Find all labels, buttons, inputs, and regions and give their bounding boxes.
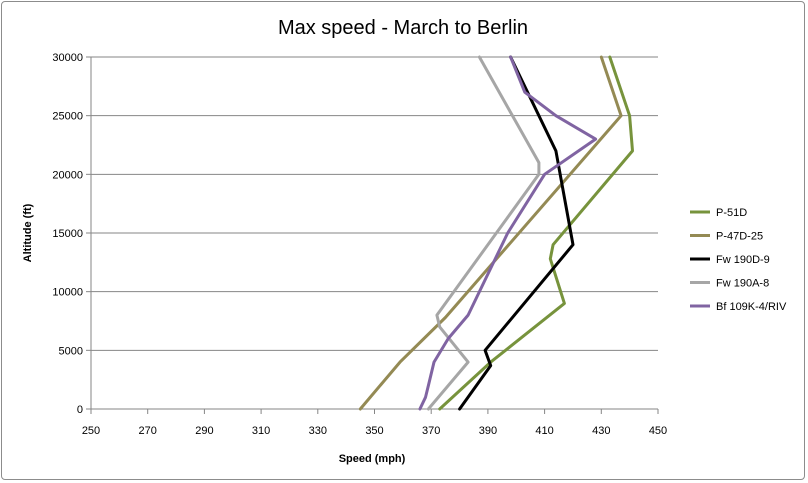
series-line-p-47d-25 bbox=[358, 55, 623, 411]
x-tick-label: 430 bbox=[592, 425, 610, 437]
x-tick-label: 450 bbox=[649, 425, 667, 437]
legend-label-p-47d-25: P-47D-25 bbox=[716, 231, 763, 243]
series-line-bf-109k-4-riv bbox=[418, 55, 598, 411]
legend-label-fw-190a-8: Fw 190A-8 bbox=[716, 278, 769, 290]
legend-label-bf-109k-4-riv: Bf 109K-4/RIV bbox=[716, 301, 787, 313]
series-line-fw-190a-8 bbox=[426, 55, 541, 411]
axes: 0 5000 10000 15000 20000 25000 30000 250 270 290 3… bbox=[52, 52, 667, 437]
y-tick-label: 5000 bbox=[59, 345, 83, 357]
y-tick-label: 0 bbox=[77, 404, 83, 416]
legend-label-p-51d: P-51D bbox=[716, 207, 747, 219]
legend: P-51D P-47D-25 Fw 190D-9 Fw 190A-8 Bf 109K-4… bbox=[690, 207, 787, 313]
series-lines bbox=[358, 55, 634, 411]
y-axis-label: Altitude (ft) bbox=[22, 203, 34, 262]
x-tick-label: 290 bbox=[195, 425, 213, 437]
x-axis-label: Speed (mph) bbox=[339, 453, 406, 465]
y-tick-label: 10000 bbox=[52, 287, 83, 299]
y-tick-label: 20000 bbox=[52, 169, 83, 181]
y-tick-label: 30000 bbox=[52, 52, 83, 64]
x-tick-label: 350 bbox=[365, 425, 383, 437]
series-line-p-51d bbox=[438, 55, 634, 411]
x-tick-label: 330 bbox=[309, 425, 327, 437]
y-tick-label: 25000 bbox=[52, 111, 83, 123]
legend-label-fw-190d-9: Fw 190D-9 bbox=[716, 254, 770, 266]
x-tick-label: 390 bbox=[479, 425, 497, 437]
gridlines bbox=[91, 56, 658, 351]
x-tick-label: 270 bbox=[139, 425, 157, 437]
series-line-fw-190d-9 bbox=[458, 55, 575, 411]
x-tick-label: 310 bbox=[252, 425, 270, 437]
x-tick-label: 250 bbox=[82, 425, 100, 437]
y-tick-label: 15000 bbox=[52, 228, 83, 240]
chart-title: Max speed - March to Berlin bbox=[278, 17, 528, 39]
x-tick-label: 410 bbox=[535, 425, 553, 437]
x-tick-label: 370 bbox=[422, 425, 440, 437]
